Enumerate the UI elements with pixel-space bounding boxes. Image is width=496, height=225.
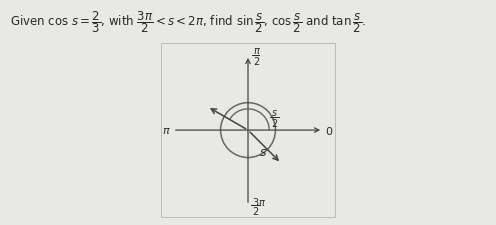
Text: $0$: $0$ xyxy=(325,124,333,137)
Text: Given $\cos\,s = \dfrac{2}{3}$, with $\dfrac{3\pi}{2} < s < 2\pi$, find $\sin\df: Given $\cos\,s = \dfrac{2}{3}$, with $\d… xyxy=(10,9,366,35)
Text: $\pi$: $\pi$ xyxy=(252,46,260,56)
Text: $2$: $2$ xyxy=(252,204,259,216)
Text: $\pi$: $\pi$ xyxy=(162,126,171,135)
Text: $3\pi$: $3\pi$ xyxy=(252,195,266,207)
Text: $s$: $s$ xyxy=(271,107,278,117)
Text: $2$: $2$ xyxy=(271,117,278,129)
Text: $2$: $2$ xyxy=(252,54,260,66)
Text: $s$: $s$ xyxy=(259,145,267,158)
